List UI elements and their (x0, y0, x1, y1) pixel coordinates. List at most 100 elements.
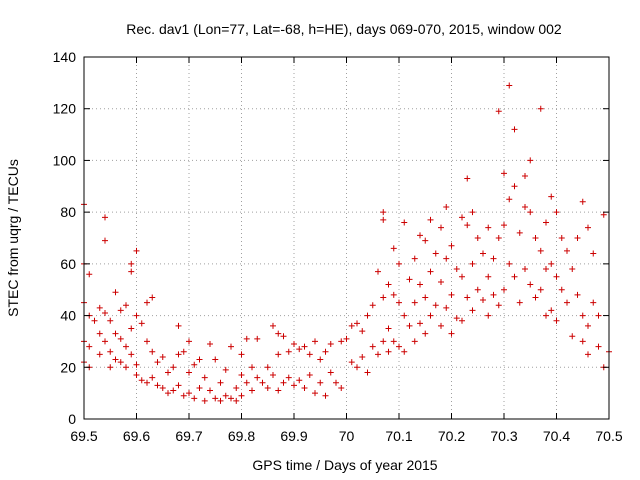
data-point-marker (527, 281, 534, 288)
data-point-marker (238, 351, 245, 358)
data-point-marker (522, 266, 528, 273)
data-point-marker (443, 304, 450, 311)
data-point-marker (432, 302, 439, 309)
x-tick-label: 70.1 (385, 428, 412, 444)
data-point-marker (291, 341, 297, 348)
data-point-marker (495, 108, 502, 115)
data-point-marker (380, 216, 387, 223)
x-tick-label: 70.2 (438, 428, 465, 444)
data-point-marker (595, 312, 602, 319)
data-point-marker (574, 235, 581, 241)
data-point-marker (432, 250, 439, 257)
data-point-marker (448, 330, 455, 337)
data-point-marker (506, 196, 513, 203)
data-point-marker (359, 353, 366, 360)
data-point-marker (107, 364, 114, 371)
data-point-marker (369, 343, 376, 350)
data-point-marker (375, 268, 381, 275)
data-point-marker (280, 379, 287, 386)
data-point-marker (485, 312, 492, 319)
x-tick-label: 69.6 (123, 428, 150, 444)
data-point-marker (490, 291, 497, 298)
data-point-marker (380, 294, 387, 301)
data-point-marker (333, 379, 339, 386)
data-point-marker (438, 224, 444, 231)
data-point-marker (212, 395, 219, 402)
data-point-marker (506, 260, 513, 267)
data-point-marker (390, 245, 397, 252)
data-point-marker (327, 369, 334, 376)
data-point-marker (107, 317, 114, 324)
data-point-marker (175, 351, 182, 358)
data-point-marker (485, 273, 492, 280)
data-point-marker (312, 338, 318, 345)
data-point-marker (427, 268, 434, 275)
data-point-marker (296, 377, 303, 384)
y-tick-label: 100 (53, 152, 77, 168)
data-point-marker (485, 224, 492, 231)
data-point-marker (537, 286, 544, 293)
data-point-marker (254, 335, 261, 342)
data-point-marker (212, 356, 219, 363)
data-point-marker (406, 276, 413, 283)
data-point-marker (138, 320, 145, 327)
data-point-marker (186, 369, 192, 376)
data-point-marker (228, 343, 234, 350)
data-point-marker (338, 384, 345, 391)
data-point-marker (522, 172, 528, 179)
data-point-marker (180, 392, 187, 399)
data-point-marker (264, 364, 271, 371)
data-point-marker (222, 366, 229, 373)
data-point-marker (459, 317, 465, 324)
data-point-marker (474, 286, 481, 293)
data-point-marker (427, 312, 434, 319)
data-point-marker (364, 312, 371, 319)
data-point-marker (490, 255, 497, 262)
data-point-marker (317, 379, 324, 386)
data-point-marker (564, 247, 570, 254)
data-point-marker (165, 390, 171, 397)
y-tick-label: 80 (60, 204, 76, 220)
data-point-marker (464, 294, 471, 301)
data-point-marker (144, 379, 150, 386)
data-point-marker (385, 325, 392, 332)
data-point-marker (196, 384, 203, 391)
data-point-marker (259, 379, 266, 386)
data-point-marker (301, 343, 308, 350)
y-tick-label: 120 (53, 101, 77, 117)
data-point-marker (585, 322, 591, 329)
y-tick-label: 0 (68, 411, 76, 427)
data-point-marker (112, 289, 119, 296)
y-axis-label: STEC from uqrg / TECUs (5, 159, 21, 317)
data-point-marker (574, 291, 581, 298)
data-point-marker (480, 250, 486, 257)
data-point-marker (317, 356, 324, 363)
data-point-marker (495, 302, 502, 309)
data-point-marker (369, 302, 376, 309)
data-point-marker (322, 348, 329, 355)
data-points (81, 82, 612, 404)
data-point-marker (390, 291, 397, 298)
data-point-marker (128, 351, 135, 358)
chart-title: Rec. dav1 (Lon=77, Lat=-68, h=HE), days … (126, 21, 562, 37)
x-tick-label: 69.8 (228, 428, 255, 444)
data-point-marker (553, 209, 560, 216)
data-point-marker (359, 328, 366, 335)
data-point-marker (348, 359, 355, 366)
data-point-marker (553, 317, 560, 324)
data-point-marker (159, 384, 166, 391)
data-point-marker (480, 297, 486, 304)
data-point-marker (380, 338, 387, 345)
data-point-marker (417, 232, 423, 239)
data-point-marker (464, 175, 471, 182)
data-point-marker (312, 390, 318, 397)
data-point-marker (306, 372, 313, 379)
data-point-marker (102, 338, 108, 345)
y-tick-label: 60 (60, 256, 76, 272)
data-point-marker (354, 364, 360, 371)
data-point-marker (217, 397, 224, 404)
data-point-marker (495, 235, 502, 241)
data-point-marker (569, 333, 576, 340)
data-point-marker (364, 369, 371, 376)
data-point-marker (117, 307, 124, 314)
